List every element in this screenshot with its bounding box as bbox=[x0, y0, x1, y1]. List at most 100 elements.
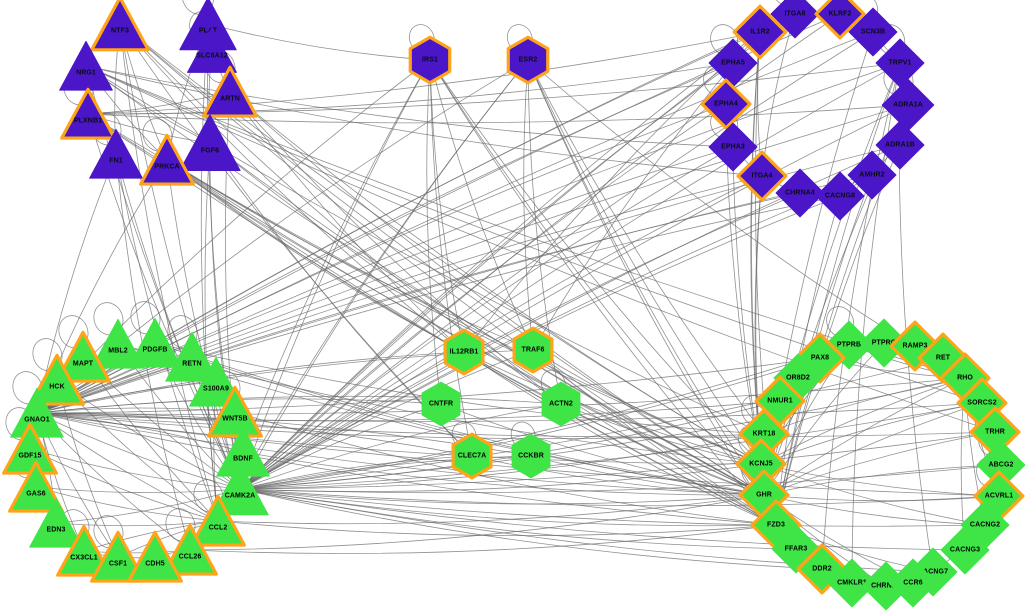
graph-edge bbox=[775, 62, 901, 526]
graph-node-actn2[interactable]: ACTN2 bbox=[538, 381, 584, 427]
graph-edge bbox=[36, 402, 983, 422]
graph-node-esr2[interactable]: ESR2 bbox=[504, 35, 552, 85]
graph-node-prkca[interactable]: PRKCA bbox=[139, 132, 195, 188]
graph-edge bbox=[36, 412, 765, 496]
graph-edge bbox=[239, 31, 761, 490]
graph-edge bbox=[229, 91, 765, 496]
graph-edge bbox=[36, 377, 966, 415]
graph-edge bbox=[36, 195, 841, 414]
graph-edge bbox=[36, 174, 873, 414]
graph-edge bbox=[239, 488, 765, 505]
graph-edge bbox=[217, 494, 765, 525]
graph-node-cdh5[interactable]: CDH5 bbox=[127, 529, 183, 585]
graph-edge bbox=[760, 463, 986, 526]
graph-edge bbox=[239, 403, 562, 490]
diamond-shape bbox=[815, 171, 865, 221]
graph-node-cntfr[interactable]: CNTFR bbox=[418, 381, 464, 427]
graph-edge bbox=[239, 59, 431, 490]
graph-edge bbox=[239, 357, 944, 490]
graph-node-traf6[interactable]: TRAF6 bbox=[510, 326, 556, 374]
hexagon-shape bbox=[512, 326, 554, 374]
graph-edge bbox=[166, 159, 534, 351]
graph-edge bbox=[119, 23, 562, 405]
graph-edge bbox=[166, 159, 562, 405]
graph-edge bbox=[36, 192, 801, 414]
triangle-shape bbox=[127, 530, 183, 583]
triangle-shape bbox=[89, 128, 143, 179]
graph-edge bbox=[560, 403, 765, 496]
graph-node-il12rb1[interactable]: IL12RB1 bbox=[441, 328, 487, 376]
graph-edge bbox=[760, 463, 1000, 497]
hexagon-shape bbox=[443, 328, 485, 376]
hexagon-shape bbox=[511, 433, 551, 479]
diamond-shape bbox=[732, 4, 788, 60]
graph-edge bbox=[239, 62, 734, 490]
graph-edge bbox=[87, 31, 761, 115]
graph-edge bbox=[775, 144, 901, 526]
graph-edge bbox=[239, 431, 996, 490]
diamond-shape bbox=[736, 150, 788, 202]
triangle-shape bbox=[128, 317, 182, 368]
hexagon-shape bbox=[408, 35, 452, 85]
diamond-shape bbox=[700, 78, 752, 130]
graph-edge bbox=[239, 104, 909, 490]
graph-edge bbox=[763, 431, 996, 496]
graph-edge bbox=[532, 349, 765, 496]
graph-edge bbox=[750, 31, 762, 465]
graph-edge bbox=[763, 377, 966, 435]
graph-edge bbox=[189, 524, 777, 554]
triangle-shape bbox=[59, 40, 113, 91]
graph-edge bbox=[532, 349, 777, 526]
graph-edge bbox=[429, 59, 534, 351]
graph-node-fn1[interactable]: FN1 bbox=[88, 126, 144, 182]
triangle-shape bbox=[187, 26, 237, 73]
graph-edge bbox=[189, 494, 765, 551]
diamond-shape bbox=[775, 168, 825, 218]
graph-edge bbox=[36, 400, 781, 422]
diamond-shape bbox=[708, 122, 758, 172]
graph-edge bbox=[239, 402, 983, 490]
graph-edge bbox=[85, 65, 765, 435]
graph-edge bbox=[119, 23, 219, 522]
graph-node-ccr6[interactable]: CCR6 bbox=[887, 557, 939, 609]
graph-edge bbox=[36, 407, 236, 414]
graph-node-irs1[interactable]: IRS1 bbox=[406, 35, 454, 85]
graph-edge bbox=[239, 31, 874, 490]
diamond-shape bbox=[875, 120, 925, 170]
graph-edge bbox=[760, 402, 983, 465]
graph-node-clec7a[interactable]: CLEC7A bbox=[449, 432, 495, 480]
triangle-shape bbox=[90, 530, 146, 583]
graph-edge bbox=[763, 494, 986, 526]
graph-edge bbox=[242, 451, 765, 496]
triangle-shape bbox=[190, 494, 246, 547]
triangle-shape bbox=[56, 524, 112, 577]
graph-edge bbox=[239, 62, 901, 490]
triangle-shape bbox=[55, 330, 111, 383]
graph-edge bbox=[523, 59, 534, 351]
graph-edge bbox=[760, 377, 966, 465]
graph-node-cckbr[interactable]: CCKBR bbox=[508, 433, 554, 479]
hexagon-shape bbox=[506, 35, 550, 85]
graph-edge bbox=[55, 520, 219, 527]
graph-edge bbox=[239, 464, 1002, 494]
graph-edge bbox=[527, 59, 765, 435]
graph-edge bbox=[239, 13, 796, 490]
graph-edge bbox=[229, 91, 562, 405]
diamond-shape bbox=[770, 0, 820, 39]
graph-edge bbox=[85, 65, 734, 148]
graph-edge bbox=[207, 23, 431, 61]
graph-edge bbox=[429, 59, 465, 353]
graph-edge bbox=[239, 488, 966, 551]
graph-edge bbox=[239, 433, 765, 490]
graph-edge bbox=[239, 488, 823, 570]
graph-edge bbox=[763, 464, 1002, 496]
graph-edge bbox=[119, 23, 465, 353]
triangle-shape bbox=[207, 385, 263, 438]
diamond-shape bbox=[848, 7, 898, 57]
graph-edge bbox=[763, 402, 983, 496]
graph-node-cacng8[interactable]: CACNG8 bbox=[814, 170, 866, 222]
graph-edge bbox=[87, 62, 734, 115]
graph-edge bbox=[36, 412, 244, 453]
graph-edge bbox=[429, 59, 765, 496]
